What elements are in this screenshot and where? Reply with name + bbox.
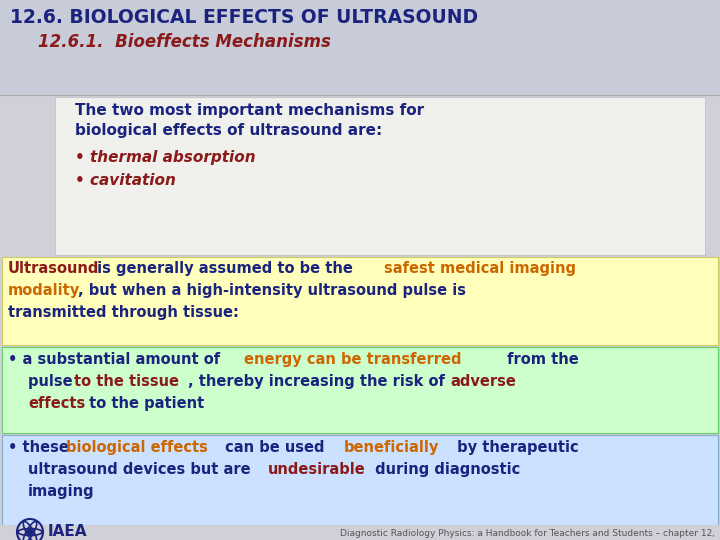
Text: • a substantial amount of: • a substantial amount of bbox=[8, 352, 225, 367]
FancyBboxPatch shape bbox=[2, 435, 718, 525]
Text: imaging: imaging bbox=[28, 484, 94, 499]
Text: energy can be transferred: energy can be transferred bbox=[244, 352, 462, 367]
Text: beneficially: beneficially bbox=[344, 440, 439, 455]
Circle shape bbox=[27, 530, 32, 535]
Text: IAEA: IAEA bbox=[48, 524, 88, 539]
Text: , thereby increasing the risk of: , thereby increasing the risk of bbox=[188, 374, 450, 389]
Text: undesirable: undesirable bbox=[268, 462, 366, 477]
FancyBboxPatch shape bbox=[0, 0, 720, 95]
Text: can be used: can be used bbox=[220, 440, 330, 455]
FancyBboxPatch shape bbox=[2, 257, 718, 345]
Text: adverse: adverse bbox=[450, 374, 516, 389]
Text: pulse: pulse bbox=[28, 374, 78, 389]
FancyBboxPatch shape bbox=[0, 525, 720, 540]
FancyBboxPatch shape bbox=[55, 97, 705, 255]
FancyBboxPatch shape bbox=[2, 347, 718, 433]
Text: biological effects: biological effects bbox=[66, 440, 208, 455]
Text: , but when a high-intensity ultrasound pulse is: , but when a high-intensity ultrasound p… bbox=[78, 283, 466, 298]
Text: to the tissue: to the tissue bbox=[74, 374, 179, 389]
Text: The two most important mechanisms for
biological effects of ultrasound are:: The two most important mechanisms for bi… bbox=[75, 103, 424, 138]
Text: ultrasound devices but are: ultrasound devices but are bbox=[28, 462, 256, 477]
Text: is generally assumed to be the: is generally assumed to be the bbox=[92, 261, 358, 276]
Text: • cavitation: • cavitation bbox=[75, 173, 176, 188]
Text: • these: • these bbox=[8, 440, 74, 455]
Text: safest medical imaging: safest medical imaging bbox=[384, 261, 576, 276]
Text: during diagnostic: during diagnostic bbox=[370, 462, 521, 477]
Text: by therapeutic: by therapeutic bbox=[452, 440, 579, 455]
Text: to the patient: to the patient bbox=[84, 396, 204, 411]
Text: modality: modality bbox=[8, 283, 80, 298]
Text: • thermal absorption: • thermal absorption bbox=[75, 150, 256, 165]
Text: 12.6. BIOLOGICAL EFFECTS OF ULTRASOUND: 12.6. BIOLOGICAL EFFECTS OF ULTRASOUND bbox=[10, 8, 478, 27]
Text: Diagnostic Radiology Physics: a Handbook for Teachers and Students – chapter 12,: Diagnostic Radiology Physics: a Handbook… bbox=[340, 529, 715, 538]
Text: Ultrasound: Ultrasound bbox=[8, 261, 99, 276]
Text: effects: effects bbox=[28, 396, 85, 411]
Text: transmitted through tissue:: transmitted through tissue: bbox=[8, 305, 239, 320]
Text: 12.6.1.  Bioeffects Mechanisms: 12.6.1. Bioeffects Mechanisms bbox=[38, 33, 331, 51]
Text: from the: from the bbox=[502, 352, 579, 367]
